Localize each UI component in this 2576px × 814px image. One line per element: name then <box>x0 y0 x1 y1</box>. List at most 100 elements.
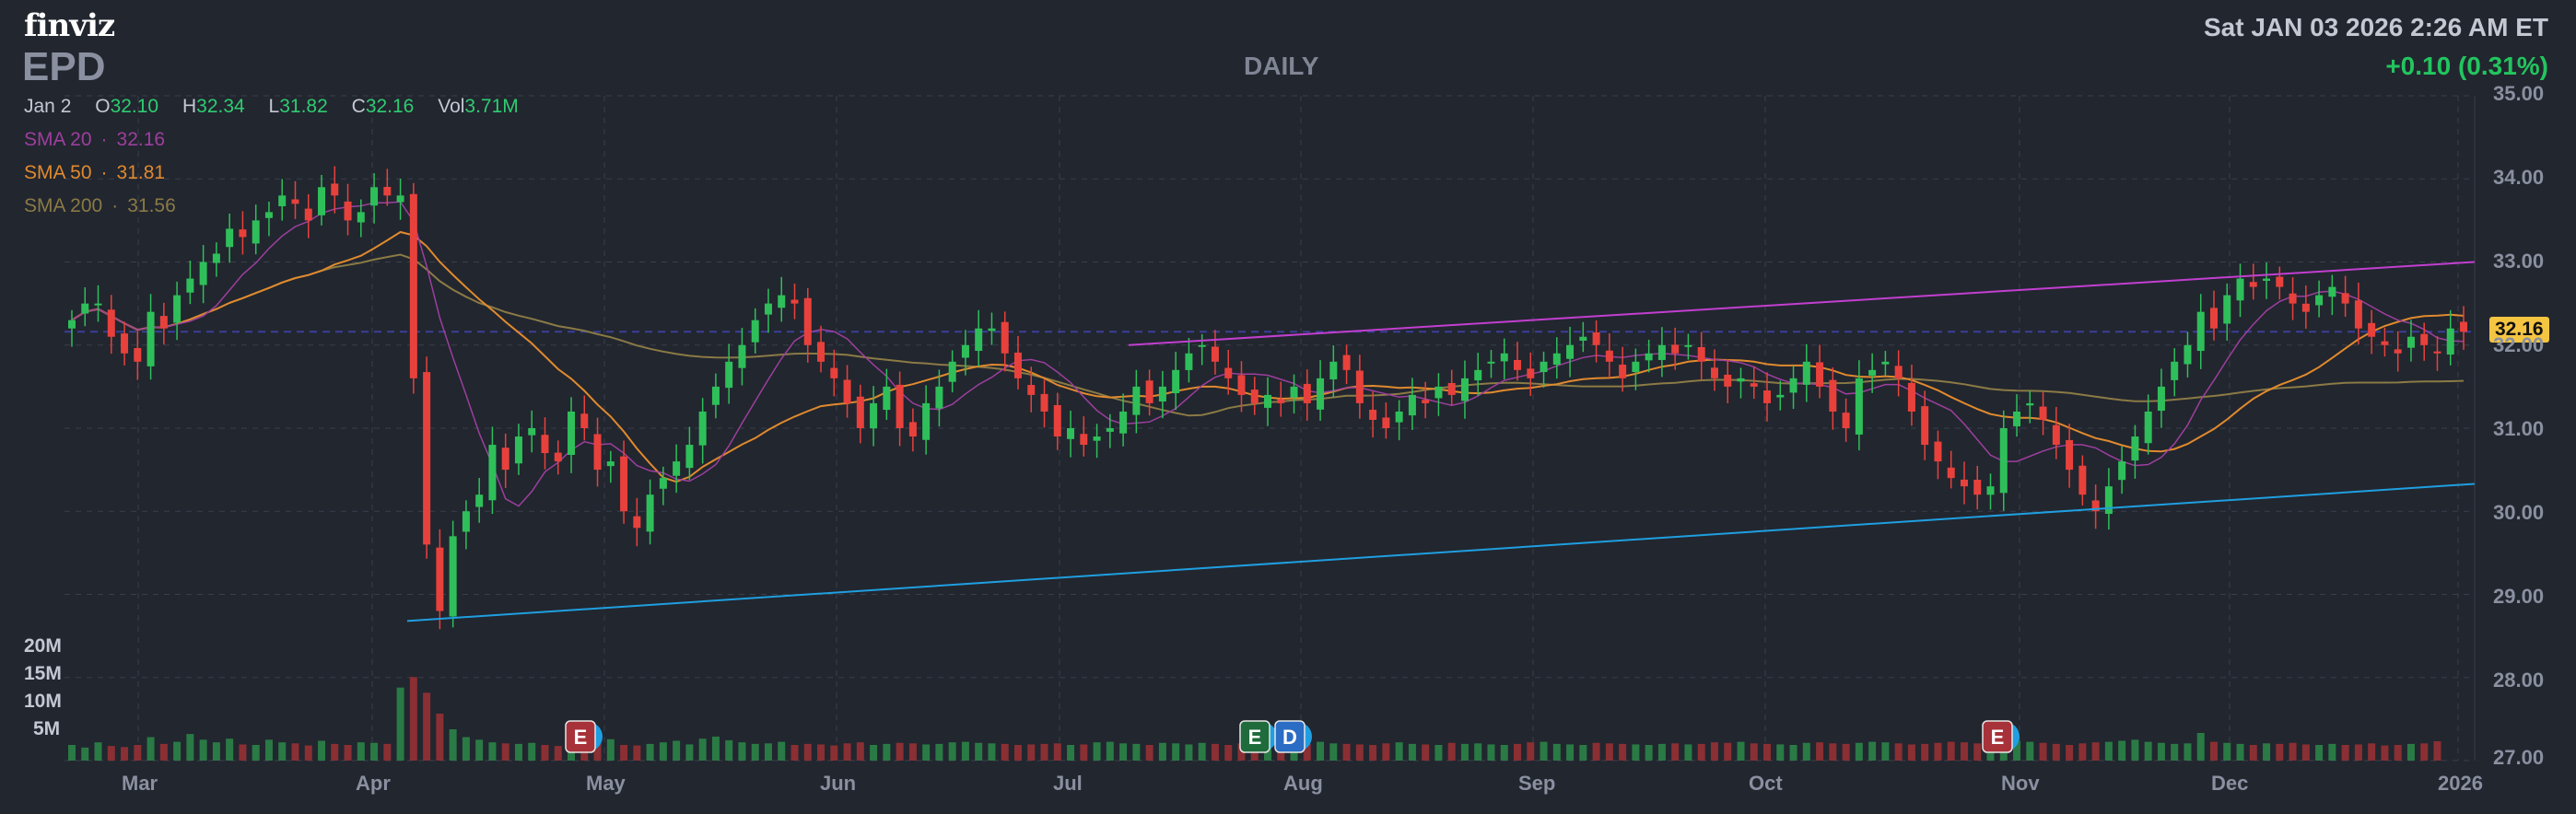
volume-bar <box>68 745 76 761</box>
candle-body <box>2131 436 2139 461</box>
sma50-line <box>71 230 2465 483</box>
sma50-legend[interactable]: SMA 50 · 31.81 <box>24 162 166 183</box>
candle-body <box>1027 385 1036 395</box>
volume-bar <box>975 742 983 761</box>
candle-body <box>2223 295 2231 324</box>
candle-body <box>1067 428 1075 439</box>
candle-body <box>2328 286 2336 297</box>
candle-body <box>633 516 641 529</box>
candle-body <box>1960 479 1968 487</box>
volume-bar <box>436 714 444 761</box>
volume-bar <box>318 740 326 761</box>
volume-bar <box>1868 741 1877 761</box>
volume-bar <box>331 743 339 761</box>
volume-bar <box>1973 743 1982 761</box>
last-price-badge: 32.16 <box>2489 317 2549 343</box>
candle-body <box>1487 361 1495 364</box>
candle-body <box>1408 394 1416 416</box>
volume-tick-5m: 5M <box>33 718 61 739</box>
candle-body <box>1158 386 1166 401</box>
volume-bar <box>803 743 812 761</box>
candle-body <box>908 422 917 437</box>
candle-body <box>134 348 142 362</box>
candle-body <box>1422 400 1430 403</box>
volume-bar <box>790 745 799 761</box>
candle-body <box>409 193 417 378</box>
volume-bar <box>1422 744 1430 761</box>
volume-bar <box>1605 743 1613 761</box>
candle-body <box>1013 352 1022 378</box>
volume-bar <box>620 745 628 761</box>
sma20-legend[interactable]: SMA 20 · 32.16 <box>24 129 166 150</box>
candle-body <box>1237 375 1246 395</box>
volume-bar <box>159 743 168 761</box>
volume-bar <box>541 745 549 761</box>
candle-body <box>1934 441 1942 462</box>
volume-bar <box>1763 743 1772 761</box>
timeframe-label[interactable]: DAILY <box>1244 52 1319 80</box>
volume-bar <box>2171 743 2179 761</box>
candle-body <box>2301 303 2310 312</box>
candle-body <box>1632 361 1640 373</box>
candle-body <box>1264 394 1271 408</box>
volume-bar <box>1632 744 1640 761</box>
candle-body <box>1592 331 1600 345</box>
candle-body <box>1132 386 1141 415</box>
volume-bar <box>606 738 615 761</box>
volume-bar <box>1645 745 1653 761</box>
candle-body <box>1697 346 1705 362</box>
volume-bar <box>199 739 207 761</box>
volume-bar <box>1737 741 1745 761</box>
candle-body <box>725 361 733 389</box>
volume-bar <box>2196 732 2205 761</box>
volume-bar <box>1237 743 1246 761</box>
candle-body <box>698 411 707 446</box>
candle-body <box>462 511 470 532</box>
candle-body <box>423 372 431 545</box>
volume-bar <box>2052 743 2060 761</box>
candle-body <box>1500 353 1508 362</box>
sma200-legend[interactable]: SMA 200 · 31.56 <box>24 195 176 216</box>
volume-bar <box>1040 743 1048 761</box>
candle-body <box>1881 361 1890 365</box>
volume-bar <box>1080 744 1088 761</box>
volume-bar <box>2433 740 2441 761</box>
candle-body <box>1474 369 1482 381</box>
candle-body <box>2118 461 2126 481</box>
finviz-logo[interactable]: finviz <box>24 7 115 44</box>
candle-body <box>304 208 312 221</box>
sma200-value: 31.56 <box>127 195 176 216</box>
volume-bar <box>528 742 536 761</box>
candle-body <box>2315 295 2324 306</box>
candle-body <box>2157 386 2165 412</box>
volume-bar <box>134 745 142 761</box>
volume-bar <box>659 742 667 761</box>
volume-bar <box>2209 741 2218 761</box>
volume-bar <box>2301 744 2310 761</box>
candle-body <box>1053 404 1061 437</box>
volume-bar <box>1329 743 1338 761</box>
candle-body <box>659 478 667 489</box>
volume-bar <box>764 743 772 761</box>
volume-bar <box>1592 742 1600 761</box>
candle-body <box>1999 428 2008 494</box>
candle-body <box>1750 383 1758 387</box>
volume-bar <box>1487 744 1495 761</box>
volume-bar <box>2368 743 2376 761</box>
candle-body <box>94 303 102 306</box>
volume-bar <box>2131 739 2139 761</box>
candle-body <box>1001 321 1009 354</box>
volume-bar <box>1552 743 1561 761</box>
volume-bar <box>1408 743 1416 761</box>
candle-body <box>1342 355 1351 370</box>
candle-body <box>1566 344 1575 359</box>
volume-bar <box>554 746 562 761</box>
volume-bar <box>1303 743 1311 761</box>
candle-body <box>2381 341 2389 345</box>
volume-bar <box>1067 745 1075 761</box>
volume-bar <box>870 745 878 761</box>
volume-bar <box>2104 741 2113 761</box>
ohlc-date: Jan 2 <box>24 96 72 117</box>
volume-bar <box>1106 741 1114 761</box>
